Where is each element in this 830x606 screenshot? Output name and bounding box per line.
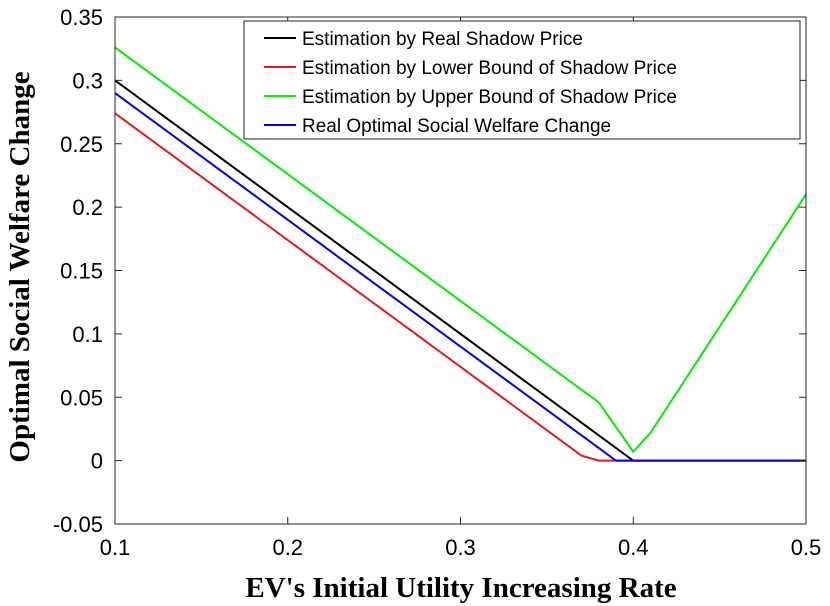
x-tick-label: 0.3 xyxy=(445,535,476,560)
y-tick-label: 0.1 xyxy=(72,322,103,347)
legend-label-3: Estimation by Upper Bound of Shadow Pric… xyxy=(302,87,677,108)
y-tick-label: 0.15 xyxy=(60,259,103,284)
series-line-3 xyxy=(114,46,807,454)
legend: Estimation by Real Shadow Price Estimatio… xyxy=(243,20,801,140)
y-tick-label: 0.25 xyxy=(60,132,103,157)
legend-label-1: Estimation by Real Shadow Price xyxy=(302,29,583,50)
y-tick-label: 0.05 xyxy=(60,385,103,410)
x-tick-label: 0.2 xyxy=(272,535,303,560)
x-tick-label: 0.4 xyxy=(618,535,649,560)
legend-label-2: Estimation by Lower Bound of Shadow Pric… xyxy=(302,58,677,79)
legend-box xyxy=(243,20,801,140)
y-tick-label: 0.35 xyxy=(60,5,103,30)
series-layer xyxy=(114,46,807,462)
legend-label-4: Real Optimal Social Welfare Change xyxy=(302,116,611,137)
x-tick-label: 0.5 xyxy=(791,535,822,560)
series-line-4 xyxy=(114,92,806,462)
y-tick-label: -0.05 xyxy=(53,512,103,537)
y-tick-label: 0 xyxy=(91,449,103,474)
x-axis-title: EV's Initial Utility Increasing Rate xyxy=(245,572,676,604)
y-tick-label: 0.3 xyxy=(72,68,103,93)
y-tick-label: 0.2 xyxy=(72,195,103,220)
ticks-layer: 0.1 0.2 0.3 0.4 0.5 -0.05 0 0.05 0.1 0.15 0.2 0.25 0… xyxy=(53,5,821,560)
x-tick-label: 0.1 xyxy=(100,535,131,560)
y-axis-title: Optimal Social Welfare Change xyxy=(4,71,36,462)
